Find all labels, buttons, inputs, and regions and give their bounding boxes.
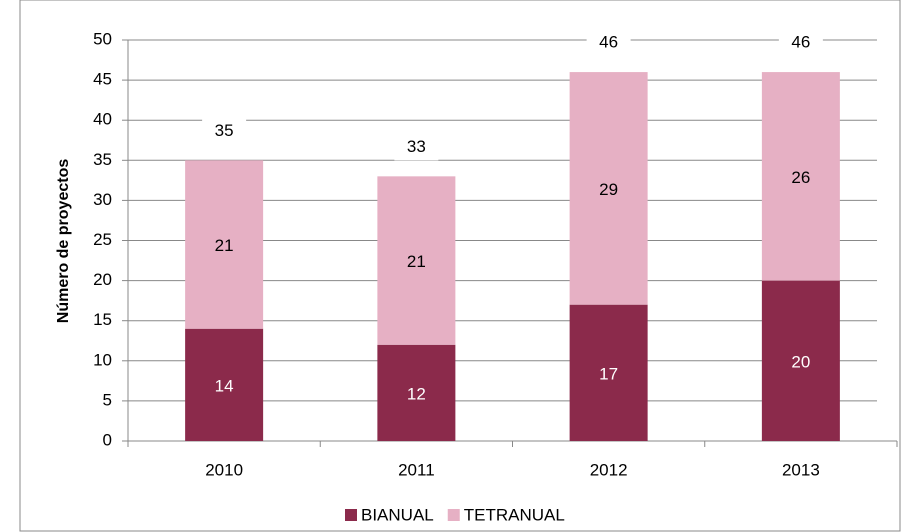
x-tick-label: 2010 <box>205 460 243 479</box>
y-tick-label: 0 <box>103 430 112 449</box>
bar-segment <box>569 72 648 305</box>
total-label-bg <box>778 30 823 57</box>
total-label: 33 <box>407 137 426 156</box>
y-tick-label: 25 <box>93 230 112 249</box>
bar-segment <box>185 328 264 441</box>
data-label: 21 <box>407 252 426 271</box>
y-axis-label: Número de proyectos <box>55 159 72 324</box>
data-label: 17 <box>599 364 618 383</box>
data-label: 12 <box>407 384 426 403</box>
data-label: 26 <box>791 168 810 187</box>
total-label: 46 <box>791 33 810 52</box>
total-label-bg <box>586 30 631 57</box>
bar-segment <box>377 344 456 441</box>
total-label-bg <box>202 118 247 145</box>
bar-segment <box>761 280 840 441</box>
y-tick-label: 10 <box>93 350 112 369</box>
y-tick-label: 45 <box>93 70 112 89</box>
bar-segment <box>761 72 840 281</box>
data-label: 21 <box>215 236 234 255</box>
y-tick-label: 20 <box>93 270 112 289</box>
total-label: 46 <box>599 33 618 52</box>
legend-swatch <box>447 509 460 521</box>
data-label: 29 <box>599 180 618 199</box>
bar-segment <box>569 304 648 441</box>
chart-frame <box>19 0 901 532</box>
y-tick-label: 5 <box>103 390 112 409</box>
x-tick-label: 2011 <box>398 460 435 479</box>
y-tick-label: 35 <box>93 150 112 169</box>
total-label: 35 <box>215 121 234 140</box>
y-tick-label: 30 <box>93 190 112 209</box>
y-tick-label: 40 <box>93 110 112 129</box>
legend-label: BIANUAL <box>361 505 434 524</box>
data-label: 20 <box>791 352 810 371</box>
data-label: 14 <box>215 376 234 395</box>
x-tick-label: 2012 <box>590 460 628 479</box>
y-tick-label: 50 <box>93 29 112 48</box>
bar-segment <box>185 160 264 329</box>
total-label-bg <box>394 134 439 161</box>
y-tick-label: 15 <box>93 310 112 329</box>
legend-label: TETRANUAL <box>464 505 565 524</box>
legend-swatch <box>345 509 357 521</box>
x-tick-label: 2013 <box>782 460 820 479</box>
bar-segment <box>377 176 456 345</box>
